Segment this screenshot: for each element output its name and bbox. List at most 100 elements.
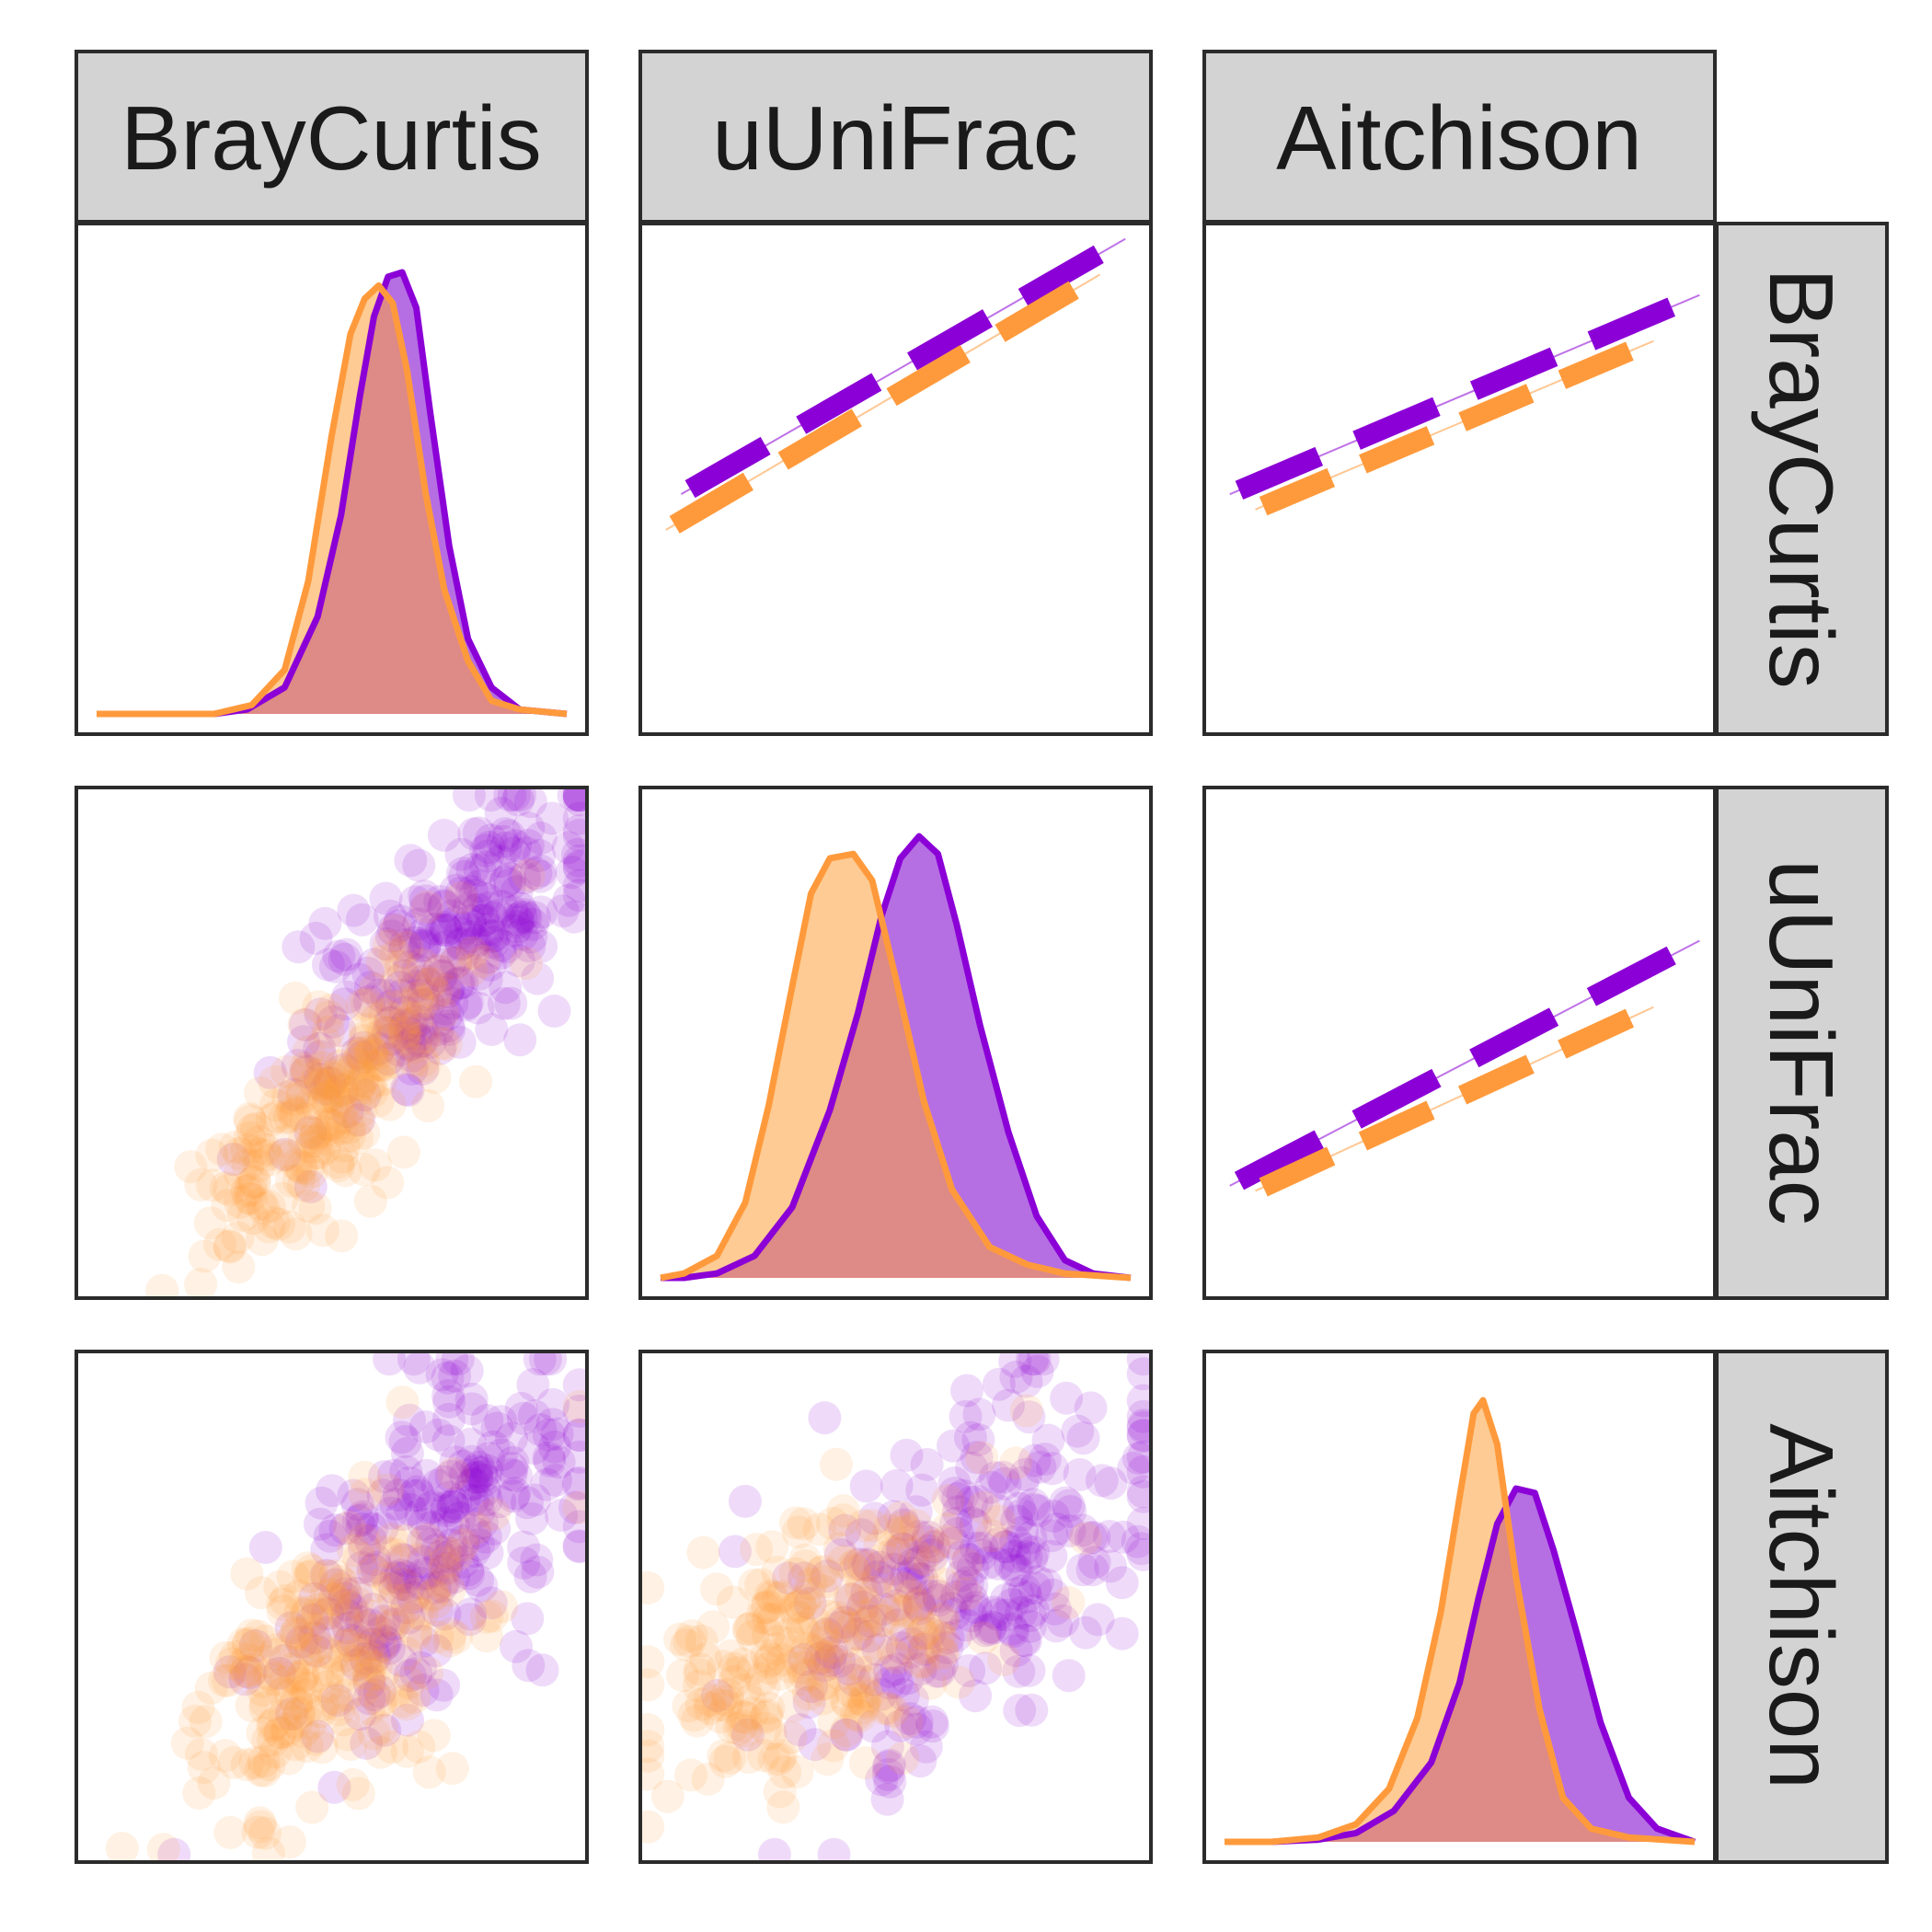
scatter-point-b <box>247 1754 282 1788</box>
scatter-point-b <box>365 1657 399 1691</box>
scatter-point-b <box>213 1815 247 1849</box>
scatter-point-a <box>1031 1423 1065 1457</box>
scatter-point-b <box>816 1630 849 1664</box>
scatter-point-b <box>290 1641 323 1675</box>
scatter-point-a <box>951 1543 985 1577</box>
scatter-point-a <box>940 1580 973 1614</box>
scatter-point-a <box>1075 1553 1110 1587</box>
scatter-point-a <box>1037 1499 1071 1533</box>
scatter-point-b <box>710 1677 744 1711</box>
scatter-point-b <box>446 1528 480 1562</box>
scatter-point-b <box>281 1618 315 1651</box>
scatter-point-b <box>262 1716 296 1750</box>
scatter-point-b <box>347 1153 381 1187</box>
scatter-point-a <box>473 913 506 947</box>
scatter-point-b <box>187 1751 221 1784</box>
scatter-point-a <box>393 1029 426 1063</box>
scatter-point-a <box>425 1358 459 1392</box>
scatter-point-a <box>508 861 542 895</box>
scatter-point-a <box>282 930 316 964</box>
scatter-point-b <box>788 1543 822 1577</box>
scatter-point-b <box>847 1598 881 1632</box>
scatter-point-b <box>752 1645 786 1679</box>
scatter-point-a <box>357 948 391 982</box>
scatter-point-a <box>416 1489 450 1524</box>
scatter-point-a <box>424 959 458 993</box>
scatter-point-a <box>1077 1521 1111 1555</box>
scatter-point-b <box>753 1717 788 1751</box>
scatter-point-a <box>404 1567 438 1600</box>
scatter-point-b <box>351 1645 385 1678</box>
scatter-point-b <box>783 1589 817 1623</box>
scatter-point-b <box>240 1111 273 1145</box>
scatter-point-a <box>1018 1571 1052 1605</box>
scatter-point-b <box>305 1688 339 1722</box>
scatter-point-b <box>244 1810 278 1844</box>
scatter-point-a <box>216 1143 250 1177</box>
scatter-point-b <box>785 1650 819 1685</box>
scatter-point-a <box>920 1654 954 1688</box>
scatter-point-b <box>562 1389 585 1423</box>
scatter-point-a <box>1077 1546 1111 1580</box>
scatter-point-b <box>747 1670 781 1704</box>
correlation-dash-a-3 <box>1587 297 1676 351</box>
scatter-point-b <box>1052 1585 1086 1619</box>
scatter-point-b <box>884 1515 917 1549</box>
scatter-point-b <box>884 1501 918 1535</box>
scatter-point-b <box>298 1121 332 1155</box>
scatter-point-a <box>903 1585 937 1619</box>
scatter-point-b <box>290 1730 324 1764</box>
scatter-point-a <box>454 1467 489 1501</box>
scatter-point-b <box>316 1062 350 1096</box>
scatter-point-b <box>287 1007 321 1041</box>
scatter-point-b <box>334 1728 368 1761</box>
scatter-point-a <box>337 893 371 927</box>
scatter-point-b <box>272 1210 306 1244</box>
scatter-point-b <box>330 1652 364 1686</box>
scatter-point-a <box>420 1593 454 1627</box>
scatter-point-b <box>806 1682 840 1716</box>
scatter-point-a <box>1121 1442 1149 1475</box>
scatter-point-a <box>469 962 503 996</box>
scatter-point-a <box>998 1539 1032 1573</box>
scatter-point-b <box>415 966 448 1000</box>
scatter-point-b <box>897 1535 931 1570</box>
scatter-point-a <box>445 966 479 1000</box>
scatter-point-b <box>390 930 424 964</box>
scatter-point-a <box>328 1512 362 1546</box>
scatter-point-a <box>415 1527 449 1561</box>
scatter-point-a <box>494 986 528 1020</box>
scatter-point-b <box>808 1620 842 1654</box>
scatter-point-a <box>425 1570 458 1604</box>
scatter-point-b <box>798 1634 832 1668</box>
scatter-point-a <box>562 1394 585 1428</box>
scatter-point-a <box>993 1547 1027 1581</box>
scatter-point-a <box>912 1534 946 1568</box>
scatter-point-a <box>964 1538 998 1572</box>
scatter-point-a <box>535 1408 569 1442</box>
scatter-point-a <box>448 1479 481 1513</box>
scatter-point-b <box>705 1682 739 1716</box>
scatter-point-a <box>304 997 338 1031</box>
scatter-point-a <box>562 849 585 883</box>
scatter-point-a <box>399 970 433 1004</box>
scatter-point-b <box>388 1524 422 1558</box>
scatter-point-b <box>226 1627 260 1662</box>
scatter-point-b <box>716 1585 750 1619</box>
scatter-point-b <box>408 1020 442 1054</box>
scatter-point-b <box>371 1561 405 1595</box>
scatter-point-b <box>397 964 431 998</box>
scatter-point-b <box>707 1650 741 1684</box>
scatter-point-b <box>279 1706 313 1740</box>
scatter-point-a <box>382 1033 416 1067</box>
scatter-point-b <box>298 1191 332 1225</box>
scatter-point-b <box>375 1731 409 1765</box>
scatter-point-a <box>1040 1512 1074 1546</box>
scatter-point-a <box>562 789 585 812</box>
scatter-point-b <box>374 1523 408 1557</box>
scatter-point-b <box>317 1582 351 1616</box>
scatter-point-a <box>823 1538 857 1571</box>
scatter-point-a <box>910 1447 944 1481</box>
scatter-point-a <box>1009 1457 1042 1491</box>
scatter-point-a <box>507 898 541 932</box>
